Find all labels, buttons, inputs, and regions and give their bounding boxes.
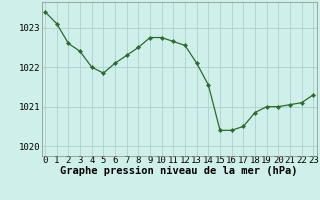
X-axis label: Graphe pression niveau de la mer (hPa): Graphe pression niveau de la mer (hPa) — [60, 166, 298, 176]
